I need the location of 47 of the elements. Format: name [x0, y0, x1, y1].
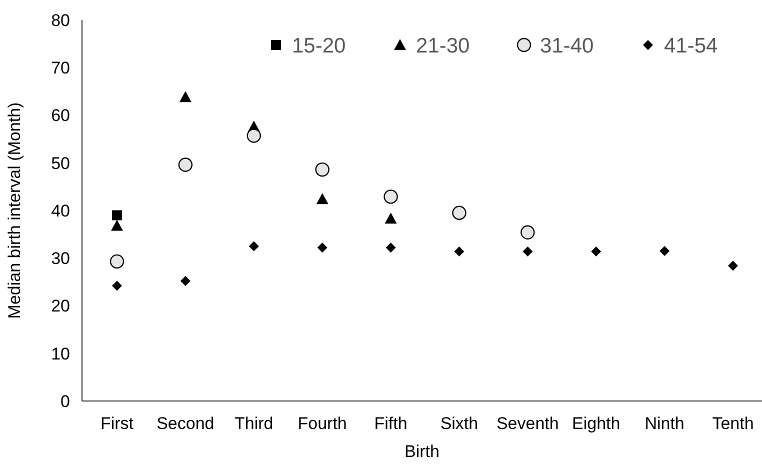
y-tick-label: 60 — [51, 106, 70, 126]
legend-label: 31-40 — [540, 34, 594, 58]
point — [520, 225, 535, 240]
x-tick-label: Third — [234, 414, 274, 433]
x-tick-label: Fifth — [374, 414, 408, 433]
point — [178, 158, 193, 172]
y-tick-label: 50 — [51, 154, 70, 173]
point — [248, 241, 259, 252]
point — [315, 162, 330, 177]
y-axis-title: Median birth interval (Month) — [5, 102, 24, 319]
legend-label: 15-20 — [292, 34, 346, 58]
legend-label: 21-30 — [416, 34, 470, 58]
y-tick-label: 30 — [51, 249, 70, 268]
y-tick-label: 20 — [51, 296, 70, 316]
point — [384, 212, 397, 224]
x-tick-label: Sixth — [440, 414, 478, 433]
y-tick-label: 70 — [51, 58, 70, 78]
point — [180, 276, 190, 286]
point — [112, 280, 122, 291]
x-axis-title: Birth — [404, 442, 440, 461]
point — [111, 220, 123, 231]
point — [728, 260, 738, 271]
point — [110, 254, 124, 269]
point — [522, 246, 533, 256]
x-tick-label: Fourth — [298, 414, 347, 433]
x-tick-label: Seventh — [496, 414, 559, 433]
point — [179, 91, 192, 102]
x-tick-label: Second — [156, 414, 214, 433]
legend-label: 41-54 — [664, 34, 718, 58]
point — [660, 246, 670, 256]
point — [112, 210, 122, 220]
y-tick-label: 40 — [51, 201, 70, 220]
y-tick-label: 80 — [51, 10, 70, 30]
point — [386, 242, 396, 253]
x-tick-label: Ninth — [644, 414, 684, 433]
point — [591, 246, 602, 256]
point — [317, 242, 328, 253]
point — [246, 128, 261, 143]
point — [384, 190, 398, 204]
y-tick-label: 0 — [60, 392, 70, 411]
x-tick-label: Eighth — [572, 414, 620, 433]
point — [454, 246, 464, 256]
point — [452, 206, 466, 220]
x-tick-label: First — [100, 414, 134, 433]
y-tick-label: 10 — [51, 344, 70, 364]
x-tick-label: Tenth — [712, 414, 754, 433]
point — [316, 193, 328, 204]
